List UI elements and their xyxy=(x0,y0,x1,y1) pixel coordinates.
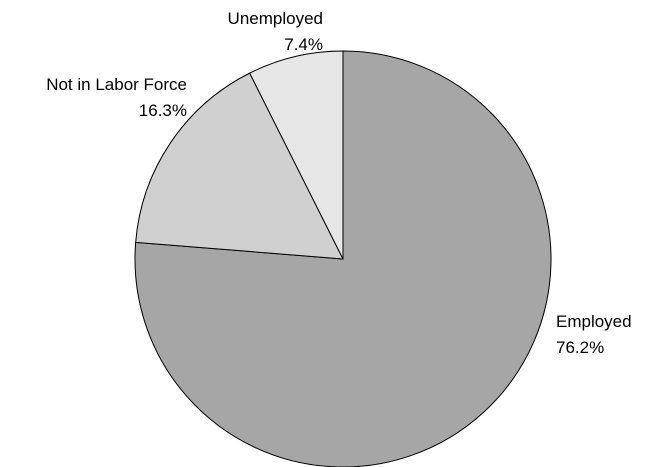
pie-slice-not-in-labor-force xyxy=(135,72,344,260)
pie-slices xyxy=(134,50,552,467)
slice-value-label-unemployed: 7.4% xyxy=(284,35,323,54)
slice-label-employed: Employed xyxy=(556,312,632,331)
pie-slice-unemployed xyxy=(249,50,344,260)
slice-value-label-employed: 76.2% xyxy=(556,338,604,357)
slice-label-unemployed: Unemployed xyxy=(228,9,323,28)
slice-value-label-not-in-labor-force: 16.3% xyxy=(139,101,187,120)
slice-label-not-in-labor-force: Not in Labor Force xyxy=(46,75,187,94)
